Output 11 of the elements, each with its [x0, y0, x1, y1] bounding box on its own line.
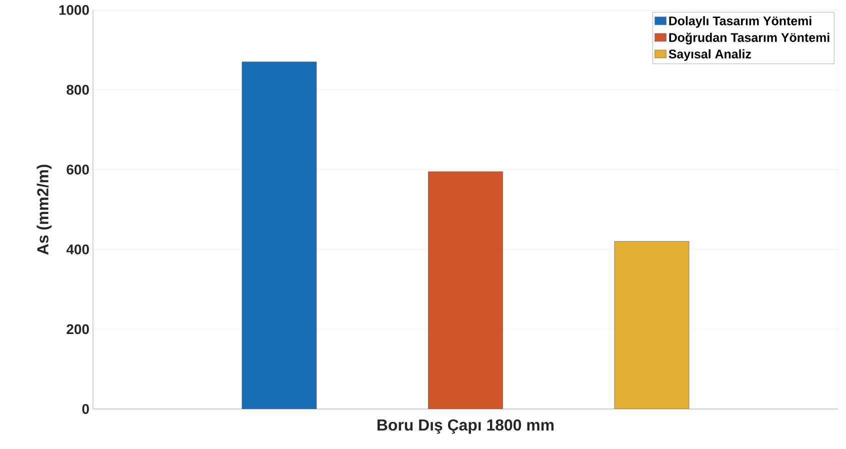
y-tick-label: 600: [66, 164, 89, 175]
y-tick-label: 800: [66, 84, 89, 95]
legend-label: Doğrudan Tasarım Yöntemi: [669, 32, 830, 44]
y-tick-label: 0: [82, 404, 89, 414]
y-tick-label: 400: [66, 244, 89, 254]
y-axis-title: As (mm2/m): [36, 164, 52, 255]
y-tick-label: 1000: [59, 5, 89, 15]
legend-label: Sayısal Analiz: [668, 49, 752, 61]
y-tick-label: 200: [66, 324, 89, 334]
legend-label: Dolaylı Tasarım Yöntemi: [669, 16, 812, 28]
x-axis-title: Boru Dış Çapı 1800 mm: [378, 419, 554, 434]
